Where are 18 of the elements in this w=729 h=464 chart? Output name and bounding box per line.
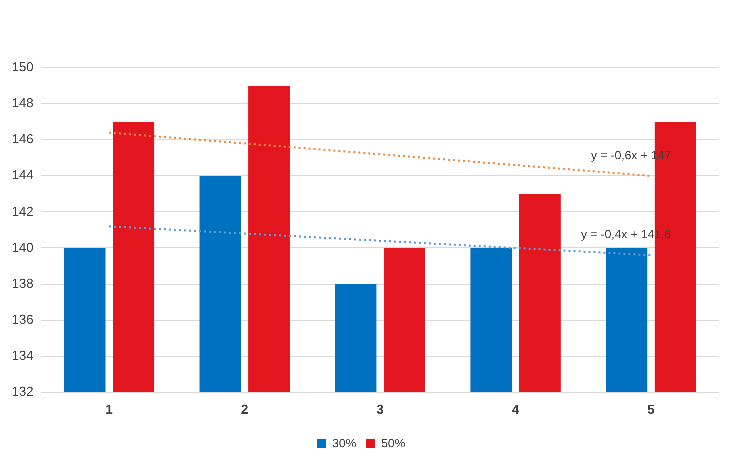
y-tick-label: 150 bbox=[12, 60, 34, 75]
legend-label: 50% bbox=[382, 436, 406, 450]
y-tick-label: 136 bbox=[12, 312, 34, 327]
legend-label: 30% bbox=[332, 436, 357, 450]
line-series bbox=[108, 132, 652, 178]
x-tick-label: 3 bbox=[376, 402, 384, 417]
y-tick-label: 142 bbox=[12, 204, 34, 219]
y-tick-label: 132 bbox=[12, 384, 34, 399]
y-tick-label: 148 bbox=[12, 96, 34, 111]
x-tick-label: 5 bbox=[648, 402, 655, 417]
y-tick-label: 134 bbox=[12, 348, 34, 363]
y-tick-label: 140 bbox=[12, 240, 34, 255]
y-tick-label: 138 bbox=[12, 276, 34, 291]
x-tick-label: 4 bbox=[512, 402, 520, 417]
y-tick-label: 146 bbox=[12, 132, 34, 147]
y-tick-label: 144 bbox=[12, 168, 34, 183]
x-tick-label: 1 bbox=[106, 402, 114, 417]
x-tick-label: 2 bbox=[241, 402, 248, 417]
